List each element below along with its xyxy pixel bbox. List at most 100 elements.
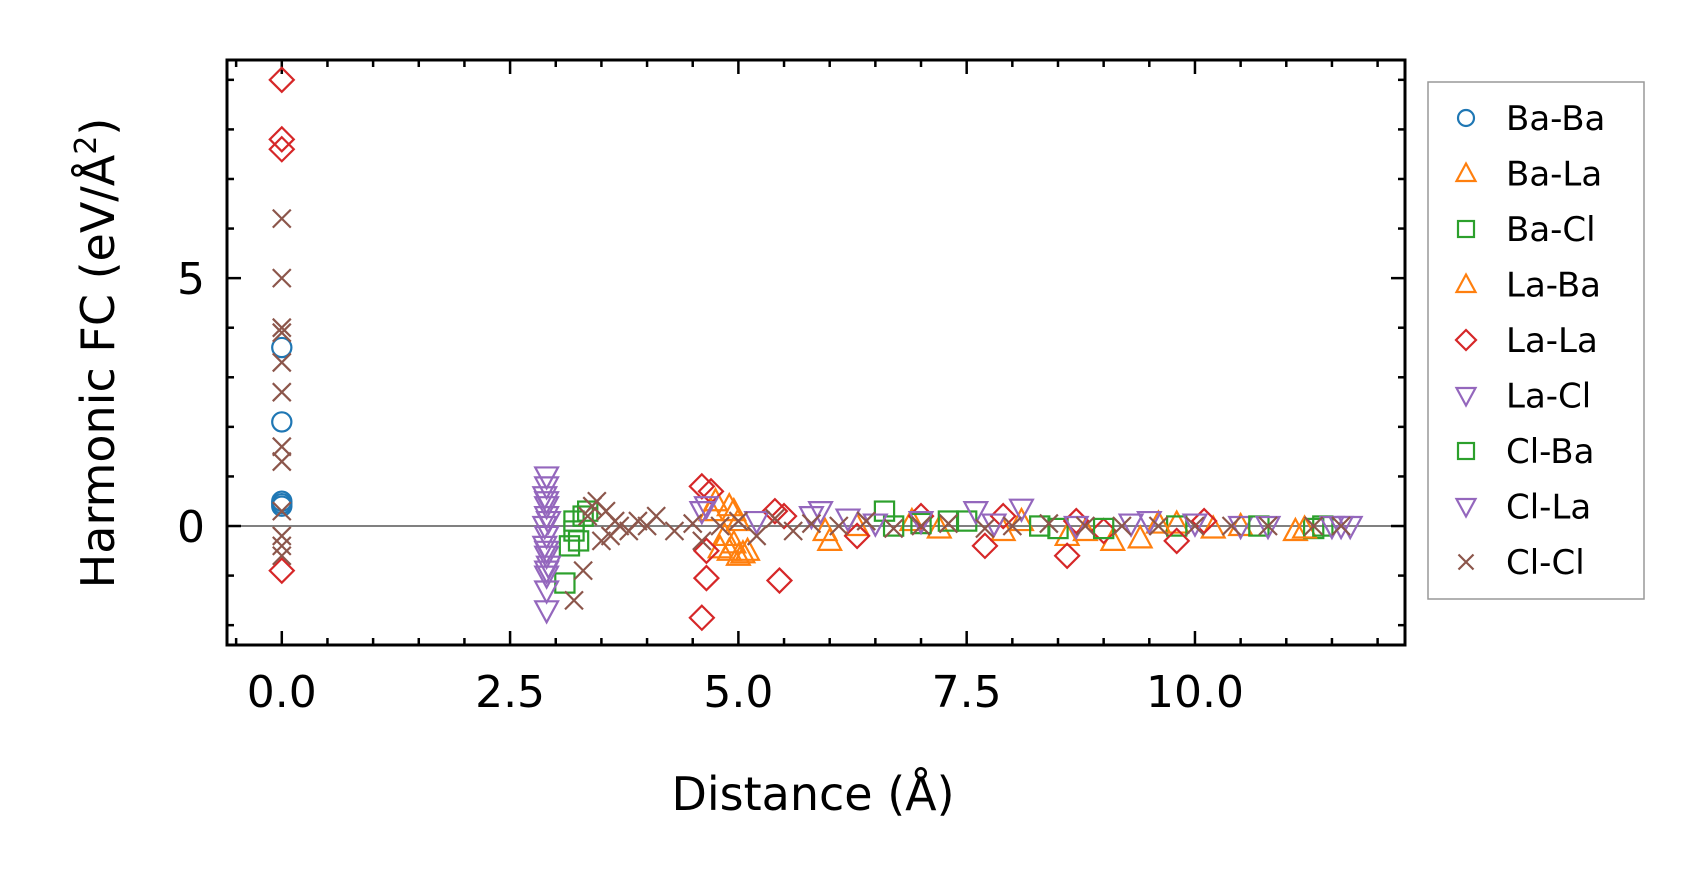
data-point [1002, 516, 1023, 536]
data-point [268, 66, 296, 94]
y-axis-label: Harmonic FC (eV/Å2) [69, 118, 125, 589]
data-point [697, 496, 725, 522]
data-point [533, 540, 560, 566]
legend: Ba-Ba Ba-La Ba-Cl La-Ba La-La La-Cl Cl-Ba Cl-La… [1427, 81, 1645, 600]
legend-marker [1454, 328, 1478, 352]
data-point [1291, 514, 1318, 539]
data-point [962, 501, 990, 526]
data-point [697, 477, 725, 505]
data-point [856, 511, 877, 531]
data-point [1227, 511, 1254, 537]
x-axis-label: Distance (Å) [671, 767, 954, 821]
x-tick-label: 10.0 [1146, 667, 1244, 718]
legend-item: Cl-La [1454, 488, 1591, 528]
data-point [692, 537, 720, 565]
data-point [1163, 527, 1191, 555]
data-point [1029, 515, 1051, 537]
data-point [688, 604, 716, 632]
data-point [811, 516, 839, 542]
data-point [268, 125, 296, 153]
data-point [535, 510, 562, 536]
x-tick-label: 7.5 [932, 667, 1002, 718]
data-point [720, 529, 748, 554]
y-axis-label-main: Harmonic FC (eV/Å [71, 154, 125, 588]
legend-marker [1454, 386, 1478, 408]
series-la-ba [697, 496, 1318, 561]
data-point [743, 510, 770, 536]
legend-marker [1456, 441, 1476, 461]
data-point [271, 495, 293, 517]
data-point [688, 501, 716, 526]
legend-marker [1456, 219, 1476, 239]
data-point [829, 516, 849, 536]
data-point [770, 502, 798, 530]
y-tick-label: 5 [177, 254, 205, 305]
data-point [1090, 517, 1118, 545]
data-point [1039, 513, 1059, 534]
data-point [1258, 516, 1278, 536]
data-point [1282, 516, 1309, 542]
data-point [989, 502, 1017, 530]
data-point [573, 560, 593, 581]
data-point [1117, 513, 1145, 538]
y-axis-label-superscript: 2 [69, 136, 104, 155]
data-point [272, 317, 292, 338]
data-point [272, 451, 292, 472]
data-point [938, 513, 959, 534]
data-point [1063, 515, 1090, 541]
x-tick-label: 5.0 [703, 667, 773, 718]
data-point [1303, 516, 1324, 536]
data-point [801, 513, 822, 534]
data-point [577, 506, 598, 526]
data-point [1181, 513, 1209, 538]
data-point [971, 532, 999, 560]
data-point [272, 501, 292, 521]
data-point [567, 530, 590, 552]
data-point [564, 590, 584, 611]
data-point [272, 526, 292, 546]
legend-item: Ba-Ba [1456, 99, 1605, 139]
legend-item: La-Cl [1454, 377, 1591, 417]
data-point [761, 497, 789, 525]
data-point [533, 600, 560, 625]
data-point [268, 557, 296, 585]
data-point [765, 566, 794, 595]
data-point [746, 526, 767, 546]
legend-label: Ba-Ba [1506, 99, 1605, 139]
data-point [682, 513, 703, 534]
data-point [1254, 515, 1282, 541]
series-ba-ba [271, 336, 293, 517]
data-point [272, 545, 292, 566]
legend-marker [1457, 553, 1475, 571]
data-point [609, 516, 630, 536]
data-point [692, 531, 712, 551]
data-point [843, 522, 871, 550]
data-point [725, 506, 752, 532]
data-point [628, 511, 648, 531]
data-point [272, 436, 292, 457]
data-point [1163, 509, 1190, 534]
data-point [646, 506, 666, 526]
data-point [533, 560, 560, 585]
data-point [734, 536, 761, 561]
legend-marker [1456, 108, 1476, 128]
legend-label: La-La [1506, 321, 1598, 361]
data-point [883, 518, 904, 539]
data-point [272, 322, 292, 343]
legend-item: Ba-La [1454, 155, 1602, 195]
legend-label: Cl-La [1506, 488, 1591, 528]
data-point [937, 510, 960, 532]
data-point [728, 511, 749, 531]
legend-item: La-Ba [1454, 266, 1601, 306]
data-point [765, 508, 785, 529]
data-point [1008, 506, 1035, 532]
x-tick-label: 0.0 [247, 667, 317, 718]
data-point [715, 491, 743, 517]
legend-marker [1454, 272, 1478, 294]
data-point [693, 496, 720, 521]
data-point [1092, 517, 1115, 540]
legend-label: Ba-La [1506, 155, 1602, 195]
data-point [271, 336, 293, 359]
